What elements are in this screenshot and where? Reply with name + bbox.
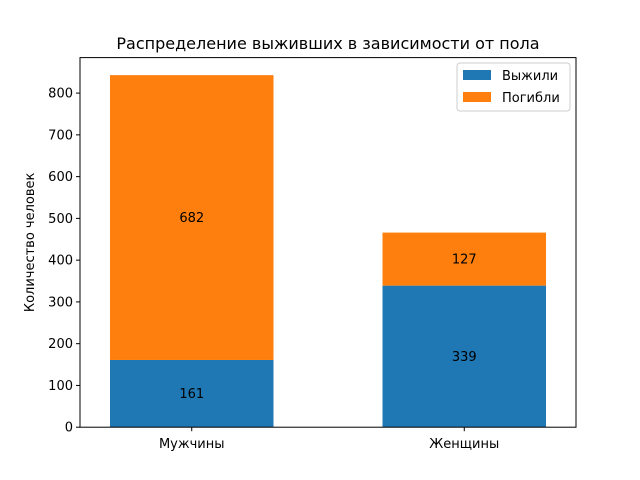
bar-value-label: 161 [179, 387, 204, 402]
legend-label: Погибли [502, 91, 560, 106]
y-tick-label: 500 [48, 212, 73, 227]
bars-layer [109, 75, 547, 428]
bar-died-0 [109, 75, 274, 360]
legend-label: Выжили [502, 69, 558, 84]
bar-died-1 [382, 232, 547, 286]
y-tick-label: 700 [48, 128, 73, 143]
bar-value-label: 127 [452, 253, 477, 268]
y-axis-label: Количество человек [23, 172, 38, 312]
bar-value-label: 339 [452, 350, 477, 365]
legend-swatch [463, 70, 491, 80]
y-axis: 0 100 200 300 400 500 600 700 800 [48, 87, 80, 436]
x-axis: Мужчины Женщины [159, 427, 499, 452]
x-tick-label: Женщины [429, 437, 499, 452]
y-tick-label: 600 [48, 170, 73, 185]
y-tick-label: 800 [48, 87, 73, 102]
chart-title: Распределение выживших в зависимости от … [116, 34, 539, 53]
y-tick-label: 400 [48, 254, 73, 269]
y-tick-label: 100 [48, 379, 73, 394]
bar-value-label: 682 [179, 211, 204, 226]
bar-survived-1 [382, 285, 547, 428]
y-tick-label: 300 [48, 295, 73, 310]
legend: Выжили Погибли [456, 62, 571, 112]
plot-area-frame [79, 57, 577, 428]
y-tick-label: 0 [65, 421, 73, 436]
y-tick-label: 200 [48, 337, 73, 352]
x-tick-label: Мужчины [159, 437, 225, 452]
bar-survived-0 [109, 359, 274, 428]
bar-labels-layer: 161 682 339 127 [179, 211, 476, 402]
legend-swatch [463, 92, 491, 102]
